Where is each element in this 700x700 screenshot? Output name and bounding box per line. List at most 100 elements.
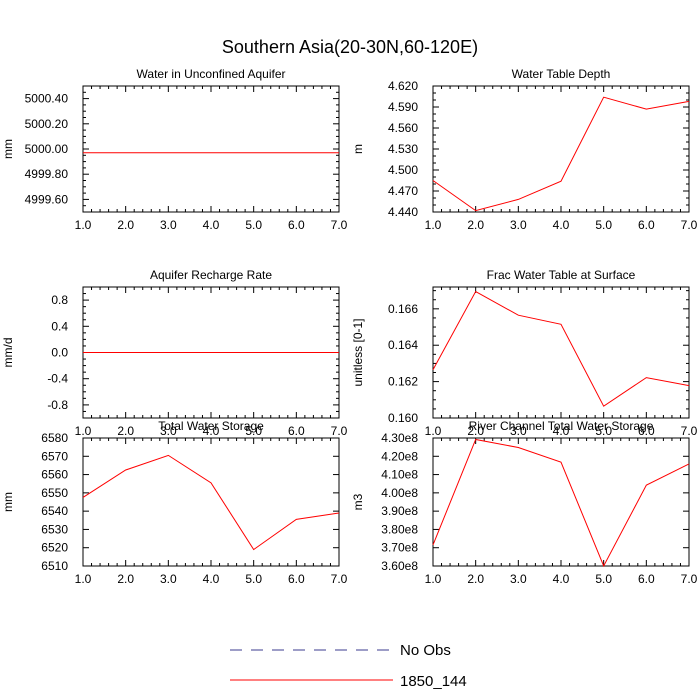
x-tick-label: 5.0 bbox=[595, 572, 612, 586]
panel-title: Water Table Depth bbox=[512, 67, 611, 81]
x-tick-label: 2.0 bbox=[117, 572, 134, 586]
y-tick-label: 6560 bbox=[41, 468, 68, 482]
x-tick-label: 1.0 bbox=[425, 424, 442, 438]
y-tick-label: 6530 bbox=[41, 522, 68, 536]
y-tick-label: 5000.40 bbox=[25, 92, 69, 106]
y-tick-label: 6570 bbox=[41, 449, 68, 463]
x-tick-label: 4.0 bbox=[553, 572, 570, 586]
y-tick-label: 3.60e8 bbox=[381, 559, 418, 573]
y-tick-label: 0.4 bbox=[51, 319, 68, 333]
y-axis-label: m3 bbox=[351, 493, 365, 510]
y-tick-label: 0.8 bbox=[51, 293, 68, 307]
y-tick-label: 6540 bbox=[41, 504, 68, 518]
x-tick-label: 3.0 bbox=[510, 218, 527, 232]
plot-frame bbox=[82, 437, 340, 567]
y-tick-label: -0.8 bbox=[47, 398, 68, 412]
x-tick-label: 5.0 bbox=[245, 572, 262, 586]
y-tick-label: 6580 bbox=[41, 431, 68, 445]
panel-title: Aquifer Recharge Rate bbox=[150, 268, 272, 282]
y-tick-label: 4.30e8 bbox=[381, 431, 418, 445]
x-tick-label: 4.0 bbox=[553, 218, 570, 232]
y-tick-label: 4.440 bbox=[388, 205, 418, 219]
y-tick-label: 3.80e8 bbox=[381, 522, 418, 536]
x-tick-label: 1.0 bbox=[425, 572, 442, 586]
y-tick-label: 4.590 bbox=[388, 100, 418, 114]
x-tick-label: 6.0 bbox=[638, 424, 655, 438]
y-tick-label: 4.10e8 bbox=[381, 468, 418, 482]
x-tick-label: 3.0 bbox=[160, 424, 177, 438]
y-tick-label: 6520 bbox=[41, 541, 68, 555]
y-tick-label: 4.500 bbox=[388, 163, 418, 177]
y-tick-label: 0.0 bbox=[51, 346, 68, 360]
y-tick-label: 4.620 bbox=[388, 79, 418, 93]
panel-2: Water Table Depth m 1.0 2.0 3.0 4.0 5.0 6.0 7.0 4… bbox=[351, 67, 698, 232]
y-tick-label: -0.4 bbox=[47, 372, 68, 386]
legend-label-1850-144: 1850_144 bbox=[400, 673, 467, 690]
panel-4: Frac Water Table at Surface unitless [0-1… bbox=[351, 268, 698, 438]
y-axis-label: mm bbox=[1, 492, 15, 512]
y-tick-label: 5000.20 bbox=[25, 117, 69, 131]
x-tick-label: 3.0 bbox=[510, 572, 527, 586]
x-tick-label: 4.0 bbox=[203, 218, 220, 232]
x-tick-label: 4.0 bbox=[203, 424, 220, 438]
y-axis-label: mm/d bbox=[1, 338, 15, 368]
legend-entry-no-obs: No Obs bbox=[230, 642, 451, 659]
x-tick-label: 3.0 bbox=[510, 424, 527, 438]
y-tick-label: 3.70e8 bbox=[381, 541, 418, 555]
panel-title: Frac Water Table at Surface bbox=[487, 268, 636, 282]
x-tick-label: 6.0 bbox=[288, 572, 305, 586]
panel-1: Water in Unconfined Aquifer mm 1.0 2.0 3.0 4.… bbox=[1, 67, 348, 232]
y-tick-label: 6510 bbox=[41, 559, 68, 573]
x-tick-label: 1.0 bbox=[75, 572, 92, 586]
plot-frame bbox=[432, 85, 690, 213]
y-tick-label: 4.530 bbox=[388, 142, 418, 156]
y-tick-label: 0.160 bbox=[388, 411, 418, 425]
y-tick-label: 4999.80 bbox=[25, 167, 69, 181]
y-tick-label: 6550 bbox=[41, 486, 68, 500]
x-tick-label: 5.0 bbox=[595, 424, 612, 438]
x-tick-label: 7.0 bbox=[681, 572, 698, 586]
panels: Water in Unconfined Aquifer mm 1.0 2.0 3.0 4.… bbox=[1, 67, 698, 586]
legend-entry-1850-144: 1850_144 bbox=[230, 673, 467, 690]
series-line bbox=[432, 290, 690, 407]
series-line bbox=[82, 454, 340, 551]
series-line bbox=[432, 438, 690, 568]
x-tick-label: 7.0 bbox=[331, 218, 348, 232]
figure-title: Southern Asia(20-30N,60-120E) bbox=[222, 37, 478, 57]
x-tick-label: 3.0 bbox=[160, 218, 177, 232]
y-tick-label: 3.90e8 bbox=[381, 504, 418, 518]
y-axis-label: m bbox=[351, 144, 365, 154]
x-tick-label: 6.0 bbox=[288, 424, 305, 438]
plot-frame bbox=[432, 437, 690, 567]
panel-title: Water in Unconfined Aquifer bbox=[137, 67, 286, 81]
x-tick-label: 7.0 bbox=[331, 572, 348, 586]
y-axis-label: mm bbox=[1, 139, 15, 159]
y-tick-label: 4.560 bbox=[388, 121, 418, 135]
x-tick-label: 3.0 bbox=[160, 572, 177, 586]
x-tick-label: 1.0 bbox=[425, 218, 442, 232]
panel-3: Aquifer Recharge Rate mm/d 1.0 2.0 3.0 4.0 5.0… bbox=[1, 268, 348, 438]
x-tick-label: 2.0 bbox=[467, 424, 484, 438]
panel-title: Total Water Storage bbox=[158, 419, 264, 433]
x-tick-label: 6.0 bbox=[288, 218, 305, 232]
y-tick-label: 0.162 bbox=[388, 375, 418, 389]
series-line bbox=[432, 96, 690, 212]
x-tick-label: 5.0 bbox=[245, 424, 262, 438]
x-tick-label: 5.0 bbox=[245, 218, 262, 232]
y-axis-label: unitless [0-1] bbox=[351, 318, 365, 386]
x-tick-label: 1.0 bbox=[75, 424, 92, 438]
legend: No Obs 1850_144 bbox=[230, 642, 467, 690]
x-tick-label: 2.0 bbox=[117, 218, 134, 232]
x-tick-label: 2.0 bbox=[467, 218, 484, 232]
x-tick-label: 7.0 bbox=[681, 218, 698, 232]
panel-6: River Channel Total Water Storage m3 1.0 2.… bbox=[351, 419, 698, 586]
panel-5: Total Water Storage mm 1.0 2.0 3.0 4.0 5.0 6.0 7… bbox=[1, 419, 348, 586]
legend-label-no-obs: No Obs bbox=[400, 642, 451, 659]
y-tick-label: 4999.60 bbox=[25, 192, 69, 206]
x-tick-label: 4.0 bbox=[553, 424, 570, 438]
y-tick-label: 4.470 bbox=[388, 184, 418, 198]
y-tick-label: 5000.00 bbox=[25, 142, 69, 156]
x-tick-label: 4.0 bbox=[203, 572, 220, 586]
x-tick-label: 5.0 bbox=[595, 218, 612, 232]
